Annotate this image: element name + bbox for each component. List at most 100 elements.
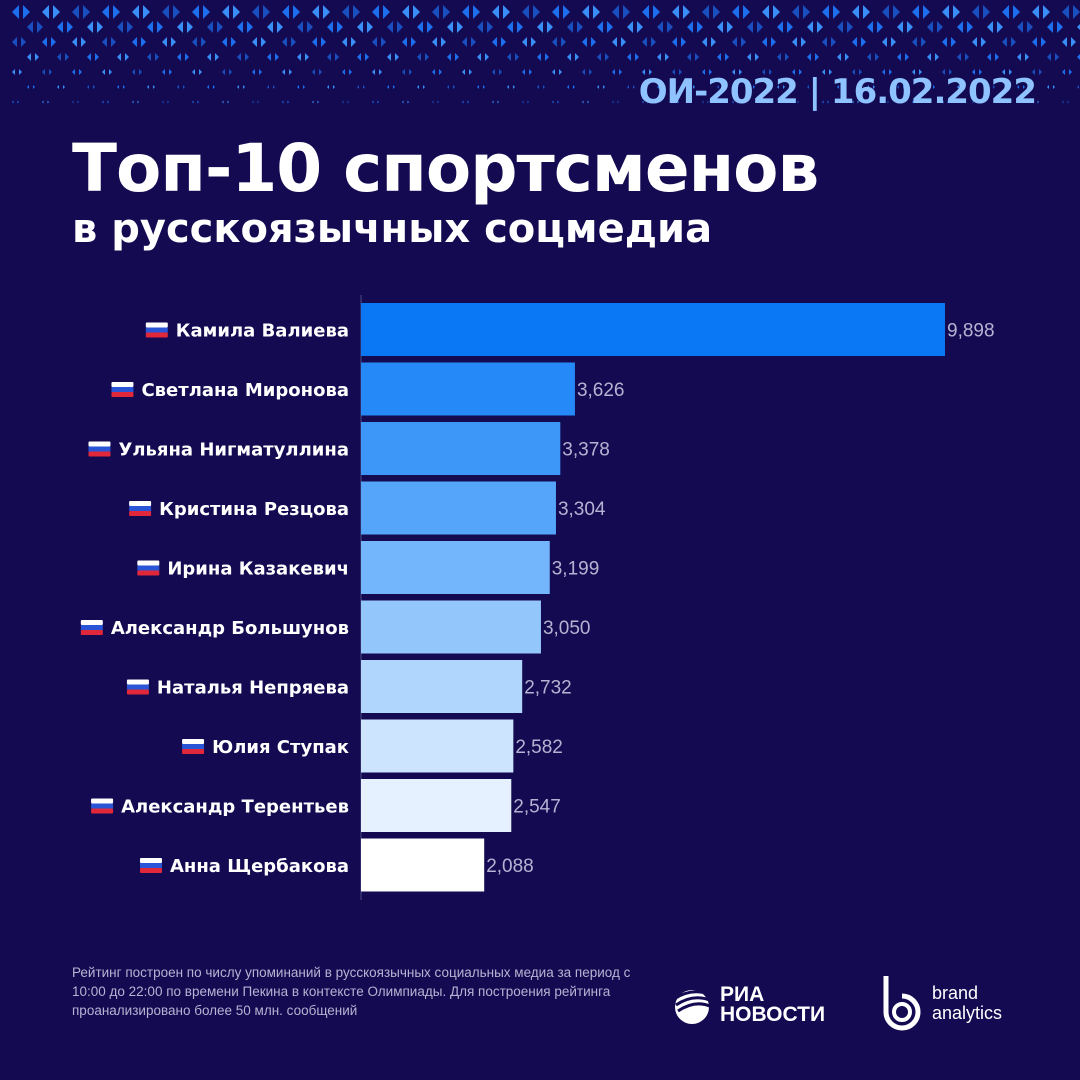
pattern-triangle	[937, 21, 943, 33]
pattern-triangle	[132, 37, 137, 47]
pattern-triangle	[222, 5, 229, 19]
russia-flag-icon	[137, 560, 160, 576]
pattern-triangle	[547, 21, 553, 33]
pattern-triangle	[109, 69, 112, 75]
pattern-triangle	[1077, 85, 1079, 89]
pattern-triangle	[51, 37, 56, 47]
pattern-triangle	[1032, 5, 1039, 19]
pattern-triangle	[447, 85, 449, 89]
pattern-triangle	[1077, 24, 1080, 30]
pattern-triangle	[77, 100, 79, 104]
pattern-triangle	[407, 100, 409, 104]
pattern-triangle	[1069, 69, 1072, 75]
pattern-triangle	[597, 85, 599, 89]
pattern-triangle	[591, 37, 596, 47]
pattern-triangle	[192, 37, 197, 47]
pattern-triangle	[702, 5, 709, 19]
russia-flag-icon	[145, 322, 168, 338]
pattern-triangle	[672, 5, 679, 19]
ria-logo-line1: РИА	[720, 983, 765, 1006]
bar-chart: 9,898 Камила Валиева 3,626 Светлана Миронов…	[80, 295, 995, 900]
pattern-triangle	[147, 85, 149, 89]
pattern-triangle	[453, 85, 455, 89]
pattern-triangle	[623, 5, 630, 19]
pattern-triangle	[683, 5, 690, 19]
pattern-triangle	[417, 53, 421, 61]
pattern-triangle	[522, 100, 524, 104]
pattern-triangle	[222, 100, 224, 104]
pattern-triangle	[739, 69, 742, 75]
pattern-triangle	[485, 53, 489, 61]
pattern-triangle	[923, 5, 930, 19]
bar	[361, 541, 550, 594]
pattern-triangle	[42, 69, 45, 75]
pattern-triangle	[497, 100, 499, 104]
pattern-triangle	[377, 100, 379, 104]
pattern-triangle	[799, 69, 802, 75]
pattern-triangle	[57, 53, 61, 61]
pattern-triangle	[537, 21, 543, 33]
pattern-triangle	[1062, 5, 1069, 19]
pattern-triangle	[83, 5, 90, 19]
pattern-triangle	[492, 5, 499, 19]
pattern-triangle	[1043, 5, 1050, 19]
pattern-triangle	[747, 53, 751, 61]
pattern-triangle	[697, 21, 703, 33]
value-label: 3,626	[577, 380, 625, 401]
pattern-triangle	[612, 100, 614, 104]
pattern-triangle	[12, 37, 17, 47]
pattern-triangle	[379, 69, 382, 75]
pattern-triangle	[107, 100, 109, 104]
pattern-triangle	[567, 85, 569, 89]
pattern-triangle	[757, 21, 763, 33]
pattern-triangle	[847, 21, 853, 33]
pattern-triangle	[139, 69, 142, 75]
russia-flag-icon	[129, 501, 152, 516]
pattern-triangle	[777, 53, 781, 61]
pattern-triangle	[935, 53, 939, 61]
pattern-triangle	[882, 100, 884, 104]
pattern-triangle	[737, 100, 739, 104]
pattern-triangle	[642, 69, 645, 75]
pattern-triangle	[1039, 69, 1042, 75]
pattern-triangle	[501, 37, 506, 47]
pattern-triangle	[307, 21, 313, 33]
pattern-triangle	[192, 69, 195, 75]
pattern-triangle	[252, 69, 255, 75]
pattern-triangle	[147, 53, 151, 61]
russia-flag-icon	[126, 679, 149, 695]
pattern-triangle	[387, 53, 391, 61]
pattern-triangle	[287, 100, 289, 104]
pattern-triangle	[713, 5, 720, 19]
pattern-triangle	[687, 53, 691, 61]
pattern-triangle	[72, 100, 74, 104]
pattern-triangle	[647, 100, 649, 104]
pattern-triangle	[552, 69, 555, 75]
pattern-triangle	[432, 5, 439, 19]
pattern-triangle	[27, 85, 29, 89]
pattern-triangle	[357, 53, 361, 61]
pattern-triangle	[222, 37, 227, 47]
pattern-triangle	[303, 85, 305, 89]
pattern-triangle	[342, 100, 344, 104]
pattern-triangle	[353, 5, 360, 19]
category-label: Александр Большунов	[111, 618, 349, 639]
pattern-triangle	[1037, 100, 1039, 104]
pattern-triangle	[53, 5, 60, 19]
pattern-triangle	[649, 69, 652, 75]
pattern-triangle	[245, 53, 249, 61]
pattern-triangle	[183, 85, 185, 89]
pattern-triangle	[681, 37, 686, 47]
pattern-triangle	[27, 21, 33, 33]
pattern-triangle	[87, 21, 93, 33]
category-label: Юлия Ступак	[212, 737, 349, 758]
pattern-triangle	[1062, 69, 1065, 75]
pattern-triangle	[695, 53, 699, 61]
pattern-triangle	[117, 85, 119, 89]
pattern-triangle	[349, 69, 352, 75]
pattern-triangle	[912, 37, 917, 47]
pattern-triangle	[822, 5, 829, 19]
pattern-triangle	[213, 85, 215, 89]
pattern-triangle	[297, 85, 299, 89]
pattern-triangle	[63, 85, 65, 89]
